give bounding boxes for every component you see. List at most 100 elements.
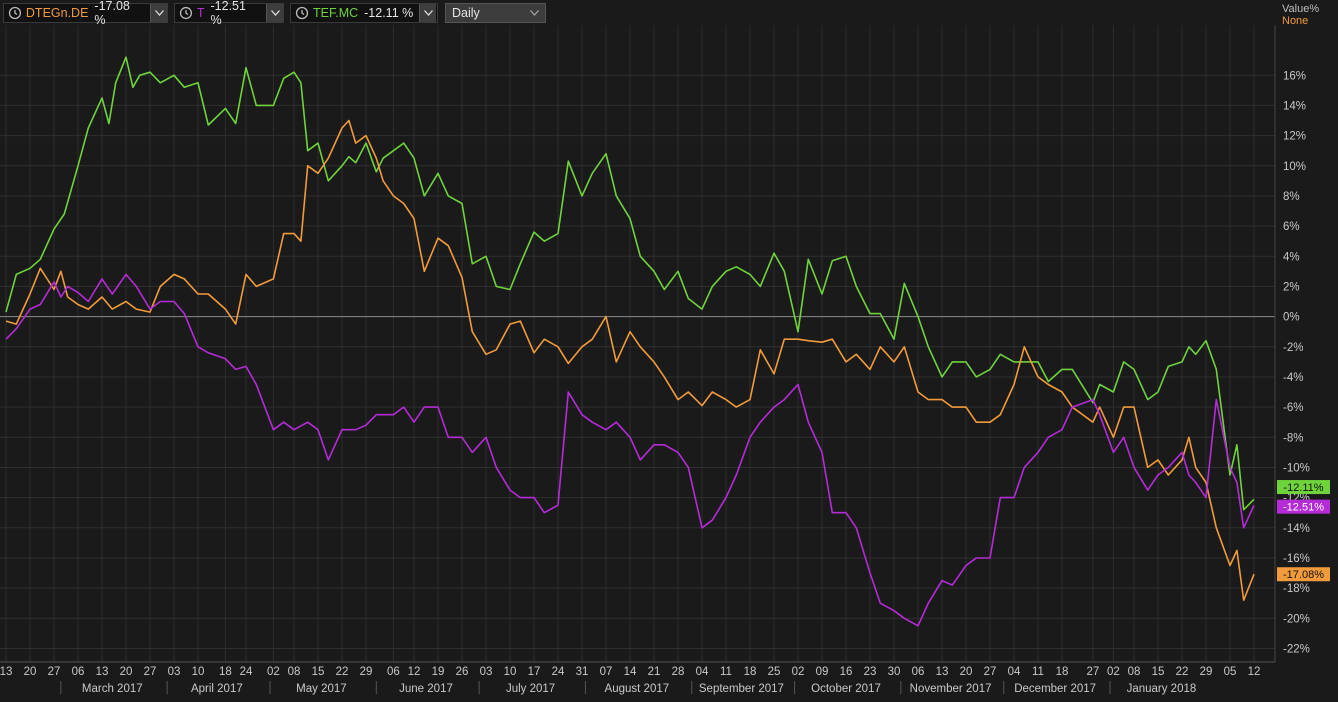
month-label: May 2017: [296, 683, 347, 695]
month-label: October 2017: [811, 683, 881, 695]
x-axis: 13 20 27 06 13 20 27 03 10 18 24 02 08 15 22 29 06 12 19 26…: [0, 661, 1275, 695]
x-tick-label: 27: [984, 666, 997, 678]
y-tick-label: 6%: [1283, 221, 1300, 233]
x-tick-label: 20: [960, 666, 973, 678]
clock-icon: [295, 6, 309, 20]
y-tick-label: 10%: [1283, 161, 1306, 173]
x-tick-label: 23: [864, 666, 877, 678]
x-tick-label: 28: [672, 666, 685, 678]
x-tick-label: 19: [432, 666, 445, 678]
month-label: September 2017: [699, 683, 784, 695]
x-tick-label: 25: [768, 666, 781, 678]
x-tick-label: 22: [336, 666, 349, 678]
x-tick-label: 13: [0, 666, 12, 678]
x-tick-label: 13: [936, 666, 949, 678]
x-tick-label: 24: [552, 666, 565, 678]
x-tick-label: 24: [240, 666, 253, 678]
y-tick-label: 2%: [1283, 281, 1300, 293]
last-value-label: -17.08%: [1283, 569, 1324, 581]
series-line-t[interactable]: [5, 273, 1255, 627]
y-tick-label: -8%: [1283, 432, 1303, 444]
chart-toolbar: DTEGn.DE -17.08 % T -12.51 % TEF.MC -12.…: [0, 0, 1275, 27]
series-line-tef-mc[interactable]: [5, 56, 1255, 511]
x-tick-label: 06: [912, 666, 925, 678]
y-tick-label: -14%: [1283, 523, 1310, 535]
x-tick-label: 15: [1152, 666, 1165, 678]
y-tick-label: 0%: [1283, 312, 1300, 324]
y-tick-label: -22%: [1283, 643, 1310, 655]
chevron-down-icon[interactable]: [150, 4, 167, 22]
chevron-down-icon[interactable]: [419, 4, 437, 22]
month-label: June 2017: [399, 683, 453, 695]
clock-icon: [8, 6, 22, 20]
clock-icon: [179, 6, 193, 20]
y-tick-label: 16%: [1283, 70, 1306, 82]
x-tick-label: 11: [720, 666, 732, 678]
x-tick-label: 02: [1107, 666, 1120, 678]
x-tick-label: 27: [48, 666, 61, 678]
chevron-down-icon: [530, 10, 539, 16]
ticker-chip-dtegn[interactable]: DTEGn.DE -17.08 %: [3, 0, 168, 27]
x-tick-label: 27: [144, 666, 157, 678]
x-tick-label: 06: [387, 666, 400, 678]
ticker-chip-t[interactable]: T -12.51 %: [174, 0, 284, 27]
y-tick-label: 8%: [1283, 191, 1300, 203]
x-tick-label: 16: [840, 666, 853, 678]
month-label: December 2017: [1014, 683, 1096, 695]
x-tick-label: 05: [1224, 666, 1237, 678]
x-tick-label: 11: [1032, 666, 1044, 678]
x-tick-label: 08: [288, 666, 301, 678]
y-tick-label: -4%: [1283, 372, 1303, 384]
x-tick-label: 03: [168, 666, 181, 678]
x-tick-label: 04: [696, 666, 709, 678]
x-tick-label: 31: [576, 666, 589, 678]
x-tick-label: 02: [792, 666, 805, 678]
y-axis-label: Value%: [1282, 3, 1320, 15]
x-tick-label: 04: [1008, 666, 1021, 678]
x-tick-label: 10: [192, 666, 205, 678]
interval-value: Daily: [452, 6, 480, 20]
y-tick-label: 12%: [1283, 131, 1306, 143]
x-tick-label: 09: [816, 666, 829, 678]
x-tick-label: 18: [219, 666, 232, 678]
month-label: April 2017: [191, 683, 243, 695]
ticker-change: -17.08 %: [94, 0, 130, 27]
month-label: January 2018: [1127, 683, 1197, 695]
x-tick-label: 13: [96, 666, 109, 678]
x-tick-label: 18: [1056, 666, 1069, 678]
ticker-change: -12.51 %: [210, 0, 246, 27]
x-tick-label: 06: [72, 666, 85, 678]
x-tick-label: 07: [600, 666, 613, 678]
y-axis-mode[interactable]: None: [1282, 15, 1309, 27]
ticker-symbol: TEF.MC: [313, 6, 359, 20]
y-tick-label: -18%: [1283, 583, 1310, 595]
last-value-badge: [1277, 480, 1330, 495]
last-value-badge: [1277, 499, 1330, 514]
x-tick-label: 29: [1200, 666, 1213, 678]
x-tick-label: 03: [480, 666, 493, 678]
y-axis-info: Value% None: [1282, 3, 1319, 27]
x-tick-label: 20: [24, 666, 37, 678]
x-tick-label: 14: [624, 666, 637, 678]
x-tick-label: 15: [312, 666, 325, 678]
month-label: August 2017: [605, 683, 670, 695]
chevron-down-icon[interactable]: [266, 4, 283, 22]
last-value-badges: -12.11% -17.08% -12.51%: [1277, 480, 1330, 582]
month-label: July 2017: [506, 683, 555, 695]
y-tick-label: -10%: [1283, 462, 1310, 474]
x-tick-label: 27: [1086, 666, 1099, 678]
y-tick-label: 14%: [1283, 100, 1306, 112]
ticker-symbol: DTEGn.DE: [25, 6, 89, 20]
series-line-dtegn-de[interactable]: [5, 119, 1255, 601]
interval-select[interactable]: Daily: [445, 3, 546, 23]
x-tick-label: 29: [360, 666, 373, 678]
y-tick-label: 4%: [1283, 251, 1300, 263]
x-tick-label: 08: [1128, 666, 1141, 678]
last-value-badge: [1277, 567, 1330, 582]
ticker-chip-tef[interactable]: TEF.MC -12.11 %: [290, 3, 438, 23]
y-tick-label: -6%: [1283, 402, 1303, 414]
x-tick-label: 22: [1176, 666, 1189, 678]
last-value-label: -12.11%: [1283, 482, 1323, 494]
